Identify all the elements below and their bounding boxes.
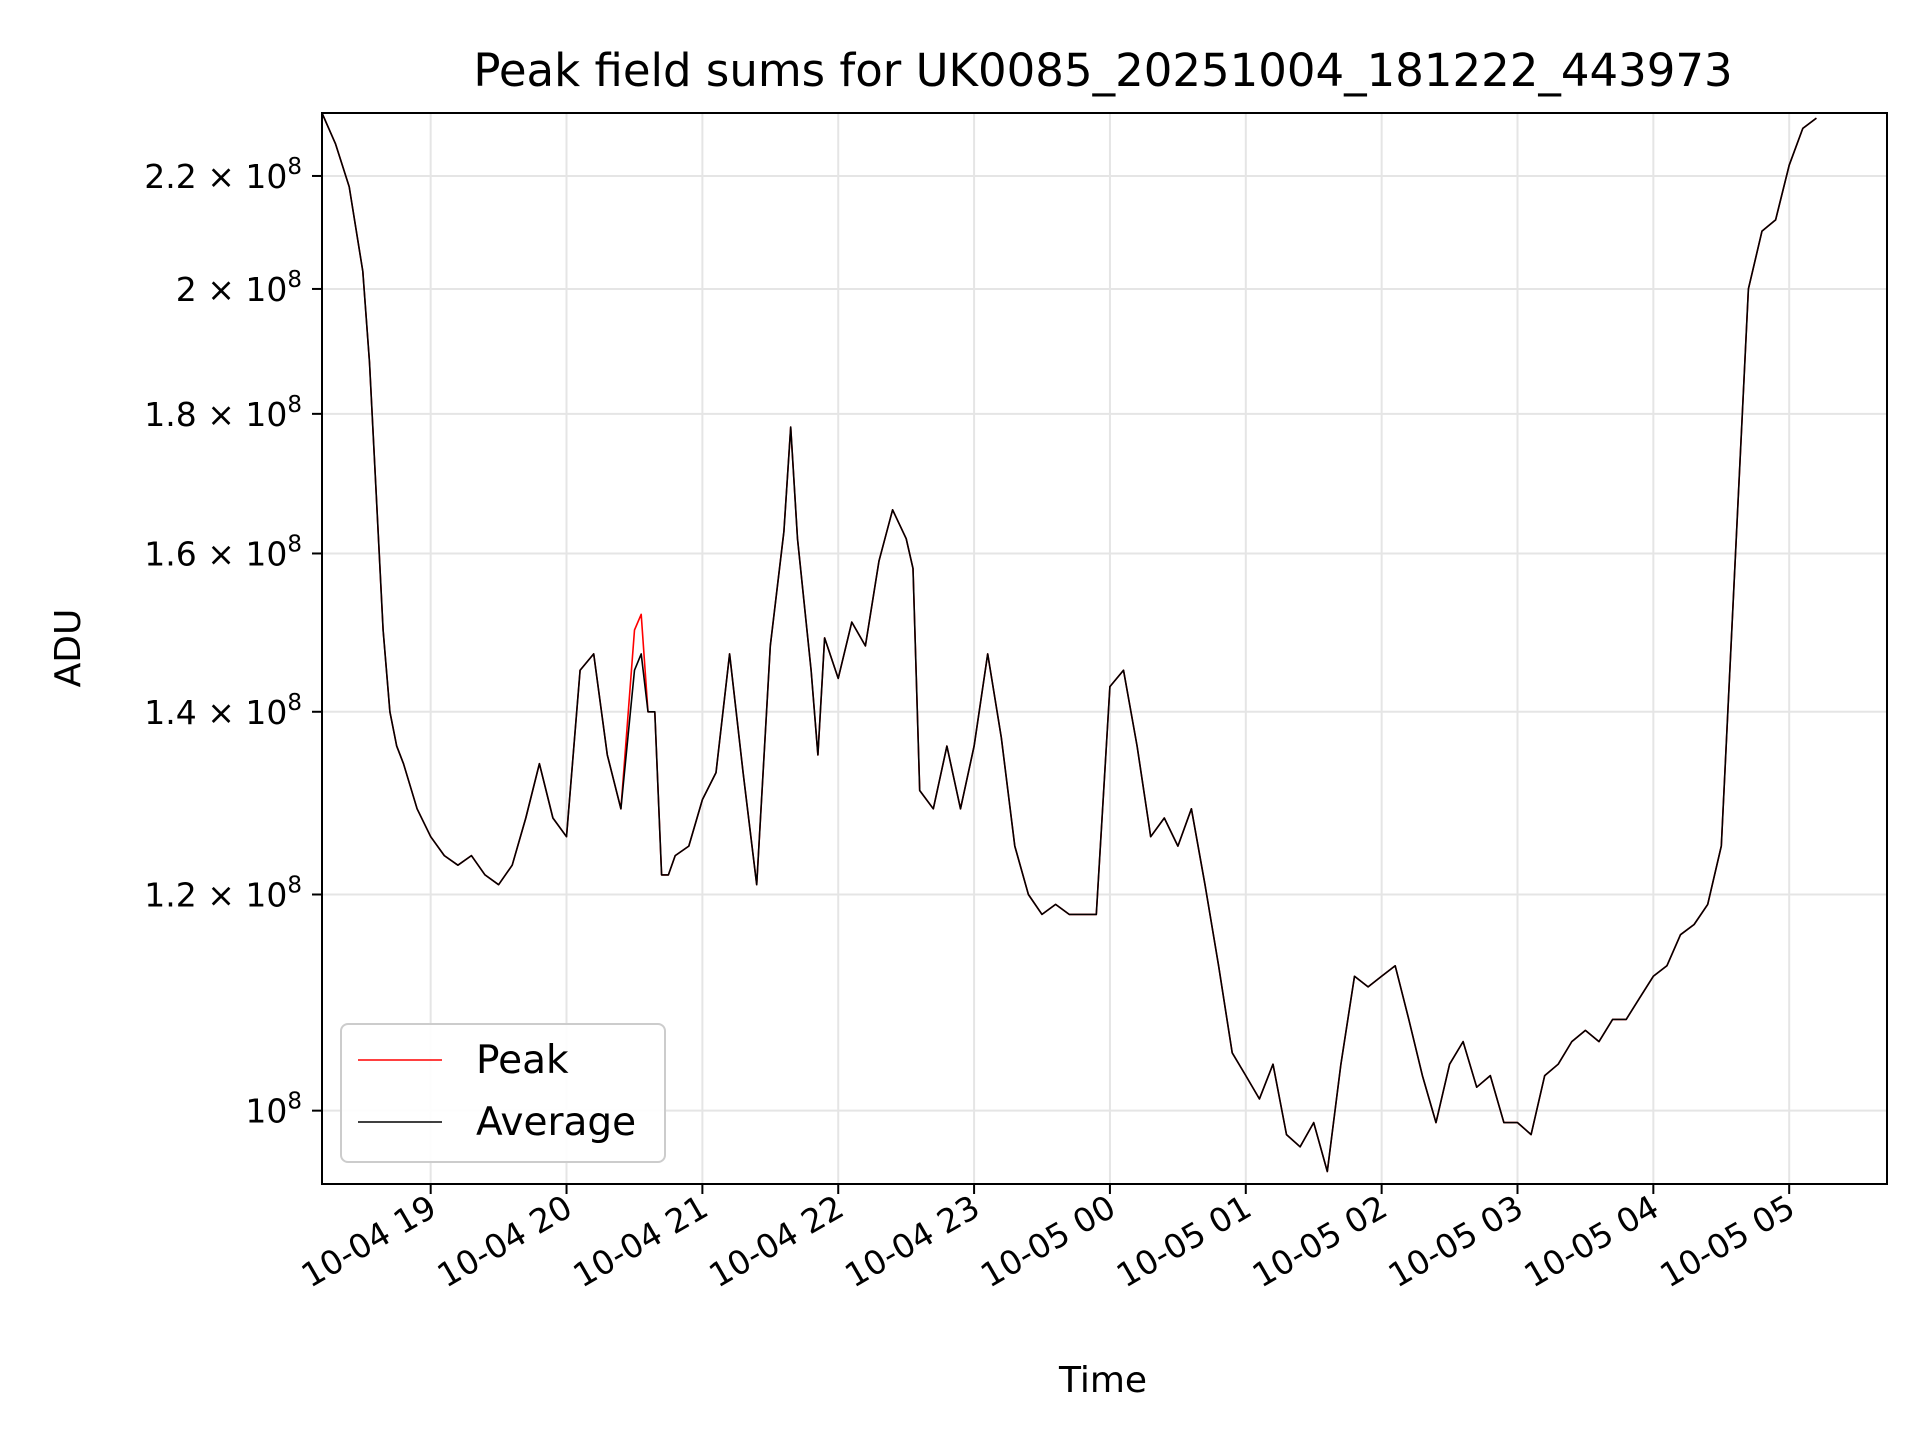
y-tick-label: 1.8 × 108 <box>144 392 302 434</box>
legend-peak-label: Peak <box>476 1038 569 1083</box>
legend-average-label: Average <box>476 1100 636 1145</box>
grid <box>322 113 1887 1184</box>
legend: Peak Average <box>340 1023 666 1163</box>
y-tick-label: 1.4 × 108 <box>144 690 302 732</box>
y-tick-label: 1.2 × 108 <box>144 873 302 915</box>
y-axis-ticks: 108 1.2 × 108 1.4 × 108 1.6 × 108 1.8 × 108 2… <box>144 154 322 1131</box>
chart-title: Peak field sums for UK0085_20251004_1812… <box>473 44 1732 97</box>
series-layer <box>321 112 1817 1173</box>
y-tick-label: 108 <box>245 1089 302 1131</box>
y-tick-label: 2 × 108 <box>176 267 302 309</box>
legend-box <box>340 1023 666 1163</box>
x-axis-label: Time <box>1058 1360 1147 1401</box>
y-tick-label: 1.6 × 108 <box>144 531 302 573</box>
series-line-average <box>321 112 1817 1173</box>
plot-frame <box>321 112 1888 1185</box>
y-tick-label: 2.2 × 108 <box>144 154 302 196</box>
y-axis-label: ADU <box>48 609 89 688</box>
